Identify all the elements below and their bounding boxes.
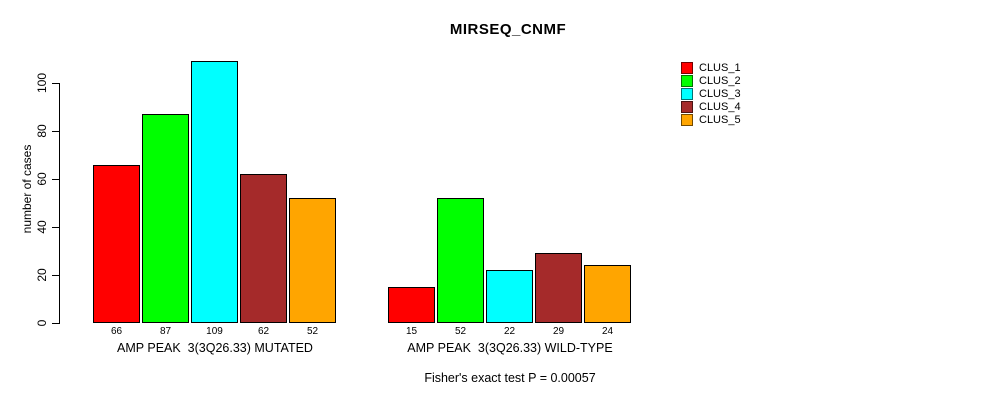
bar-clus_4-group1 bbox=[240, 174, 287, 323]
bar-value-label: 62 bbox=[257, 326, 270, 337]
bar-clus_3-group1 bbox=[191, 61, 238, 323]
y-tick-mark bbox=[52, 131, 60, 132]
bar-clus_2-group2 bbox=[437, 198, 484, 323]
y-tick-label: 100 bbox=[35, 72, 49, 94]
y-tick-mark bbox=[52, 275, 60, 276]
chart-title: MIRSEQ_CNMF bbox=[449, 21, 567, 38]
legend-label-clus-5: CLUS_5 bbox=[699, 114, 741, 127]
y-tick-label: 80 bbox=[35, 124, 49, 138]
x-category-label-wildtype: AMP PEAK 3(3Q26.33) WILD-TYPE bbox=[407, 341, 613, 355]
y-tick-mark bbox=[52, 323, 60, 324]
y-axis-line bbox=[59, 83, 60, 324]
legend-swatch-clus-5-icon bbox=[681, 114, 693, 127]
y-tick-label: 60 bbox=[35, 172, 49, 186]
y-tick-mark bbox=[52, 227, 60, 228]
legend-label-clus-1: CLUS_1 bbox=[699, 61, 741, 74]
bar-clus_4-group2 bbox=[535, 253, 582, 323]
bar-clus_2-group1 bbox=[142, 114, 189, 323]
bar-value-label: 87 bbox=[159, 326, 172, 337]
legend-swatch-clus-2-icon bbox=[681, 74, 693, 87]
bar-value-label: 15 bbox=[405, 326, 418, 337]
y-tick-label: 0 bbox=[35, 319, 49, 327]
bar-clus_1-group1 bbox=[93, 164, 140, 323]
bar-clus_1-group2 bbox=[388, 287, 435, 323]
bar-clus_5-group2 bbox=[584, 265, 631, 323]
legend-swatch-clus-3-icon bbox=[681, 87, 693, 100]
y-tick-mark bbox=[52, 179, 60, 180]
bar-clus_3-group2 bbox=[486, 270, 533, 323]
bar-value-label: 52 bbox=[454, 326, 467, 337]
bar-value-label: 29 bbox=[552, 326, 565, 337]
y-tick-label: 40 bbox=[35, 220, 49, 234]
y-tick-label: 20 bbox=[35, 268, 49, 282]
bar-clus_5-group1 bbox=[289, 198, 336, 323]
legend-label-clus-2: CLUS_2 bbox=[699, 74, 741, 87]
legend-item-clus-3: CLUS_3 bbox=[681, 87, 741, 100]
legend-label-clus-4: CLUS_4 bbox=[699, 101, 741, 114]
bar-value-label: 109 bbox=[206, 326, 223, 337]
legend-swatch-clus-4-icon bbox=[681, 101, 693, 114]
bar-value-label: 22 bbox=[503, 326, 516, 337]
y-tick-mark bbox=[52, 83, 60, 84]
x-category-label-mutated: AMP PEAK 3(3Q26.33) MUTATED bbox=[117, 341, 313, 355]
legend-label-clus-3: CLUS_3 bbox=[699, 87, 741, 100]
bar-value-label: 52 bbox=[306, 326, 319, 337]
y-axis-label: number of cases bbox=[20, 144, 34, 234]
bar-value-label: 66 bbox=[110, 326, 123, 337]
bar-value-label: 24 bbox=[601, 326, 614, 337]
legend-swatch-clus-1-icon bbox=[681, 61, 693, 74]
legend: CLUS_1 CLUS_2 CLUS_3 CLUS_4 CLUS_5 bbox=[681, 61, 741, 127]
legend-item-clus-2: CLUS_2 bbox=[681, 74, 741, 87]
legend-item-clus-5: CLUS_5 bbox=[681, 114, 741, 127]
legend-item-clus-1: CLUS_1 bbox=[681, 61, 741, 74]
fisher-test-annotation: Fisher's exact test P = 0.00057 bbox=[424, 371, 596, 385]
legend-item-clus-4: CLUS_4 bbox=[681, 101, 741, 114]
